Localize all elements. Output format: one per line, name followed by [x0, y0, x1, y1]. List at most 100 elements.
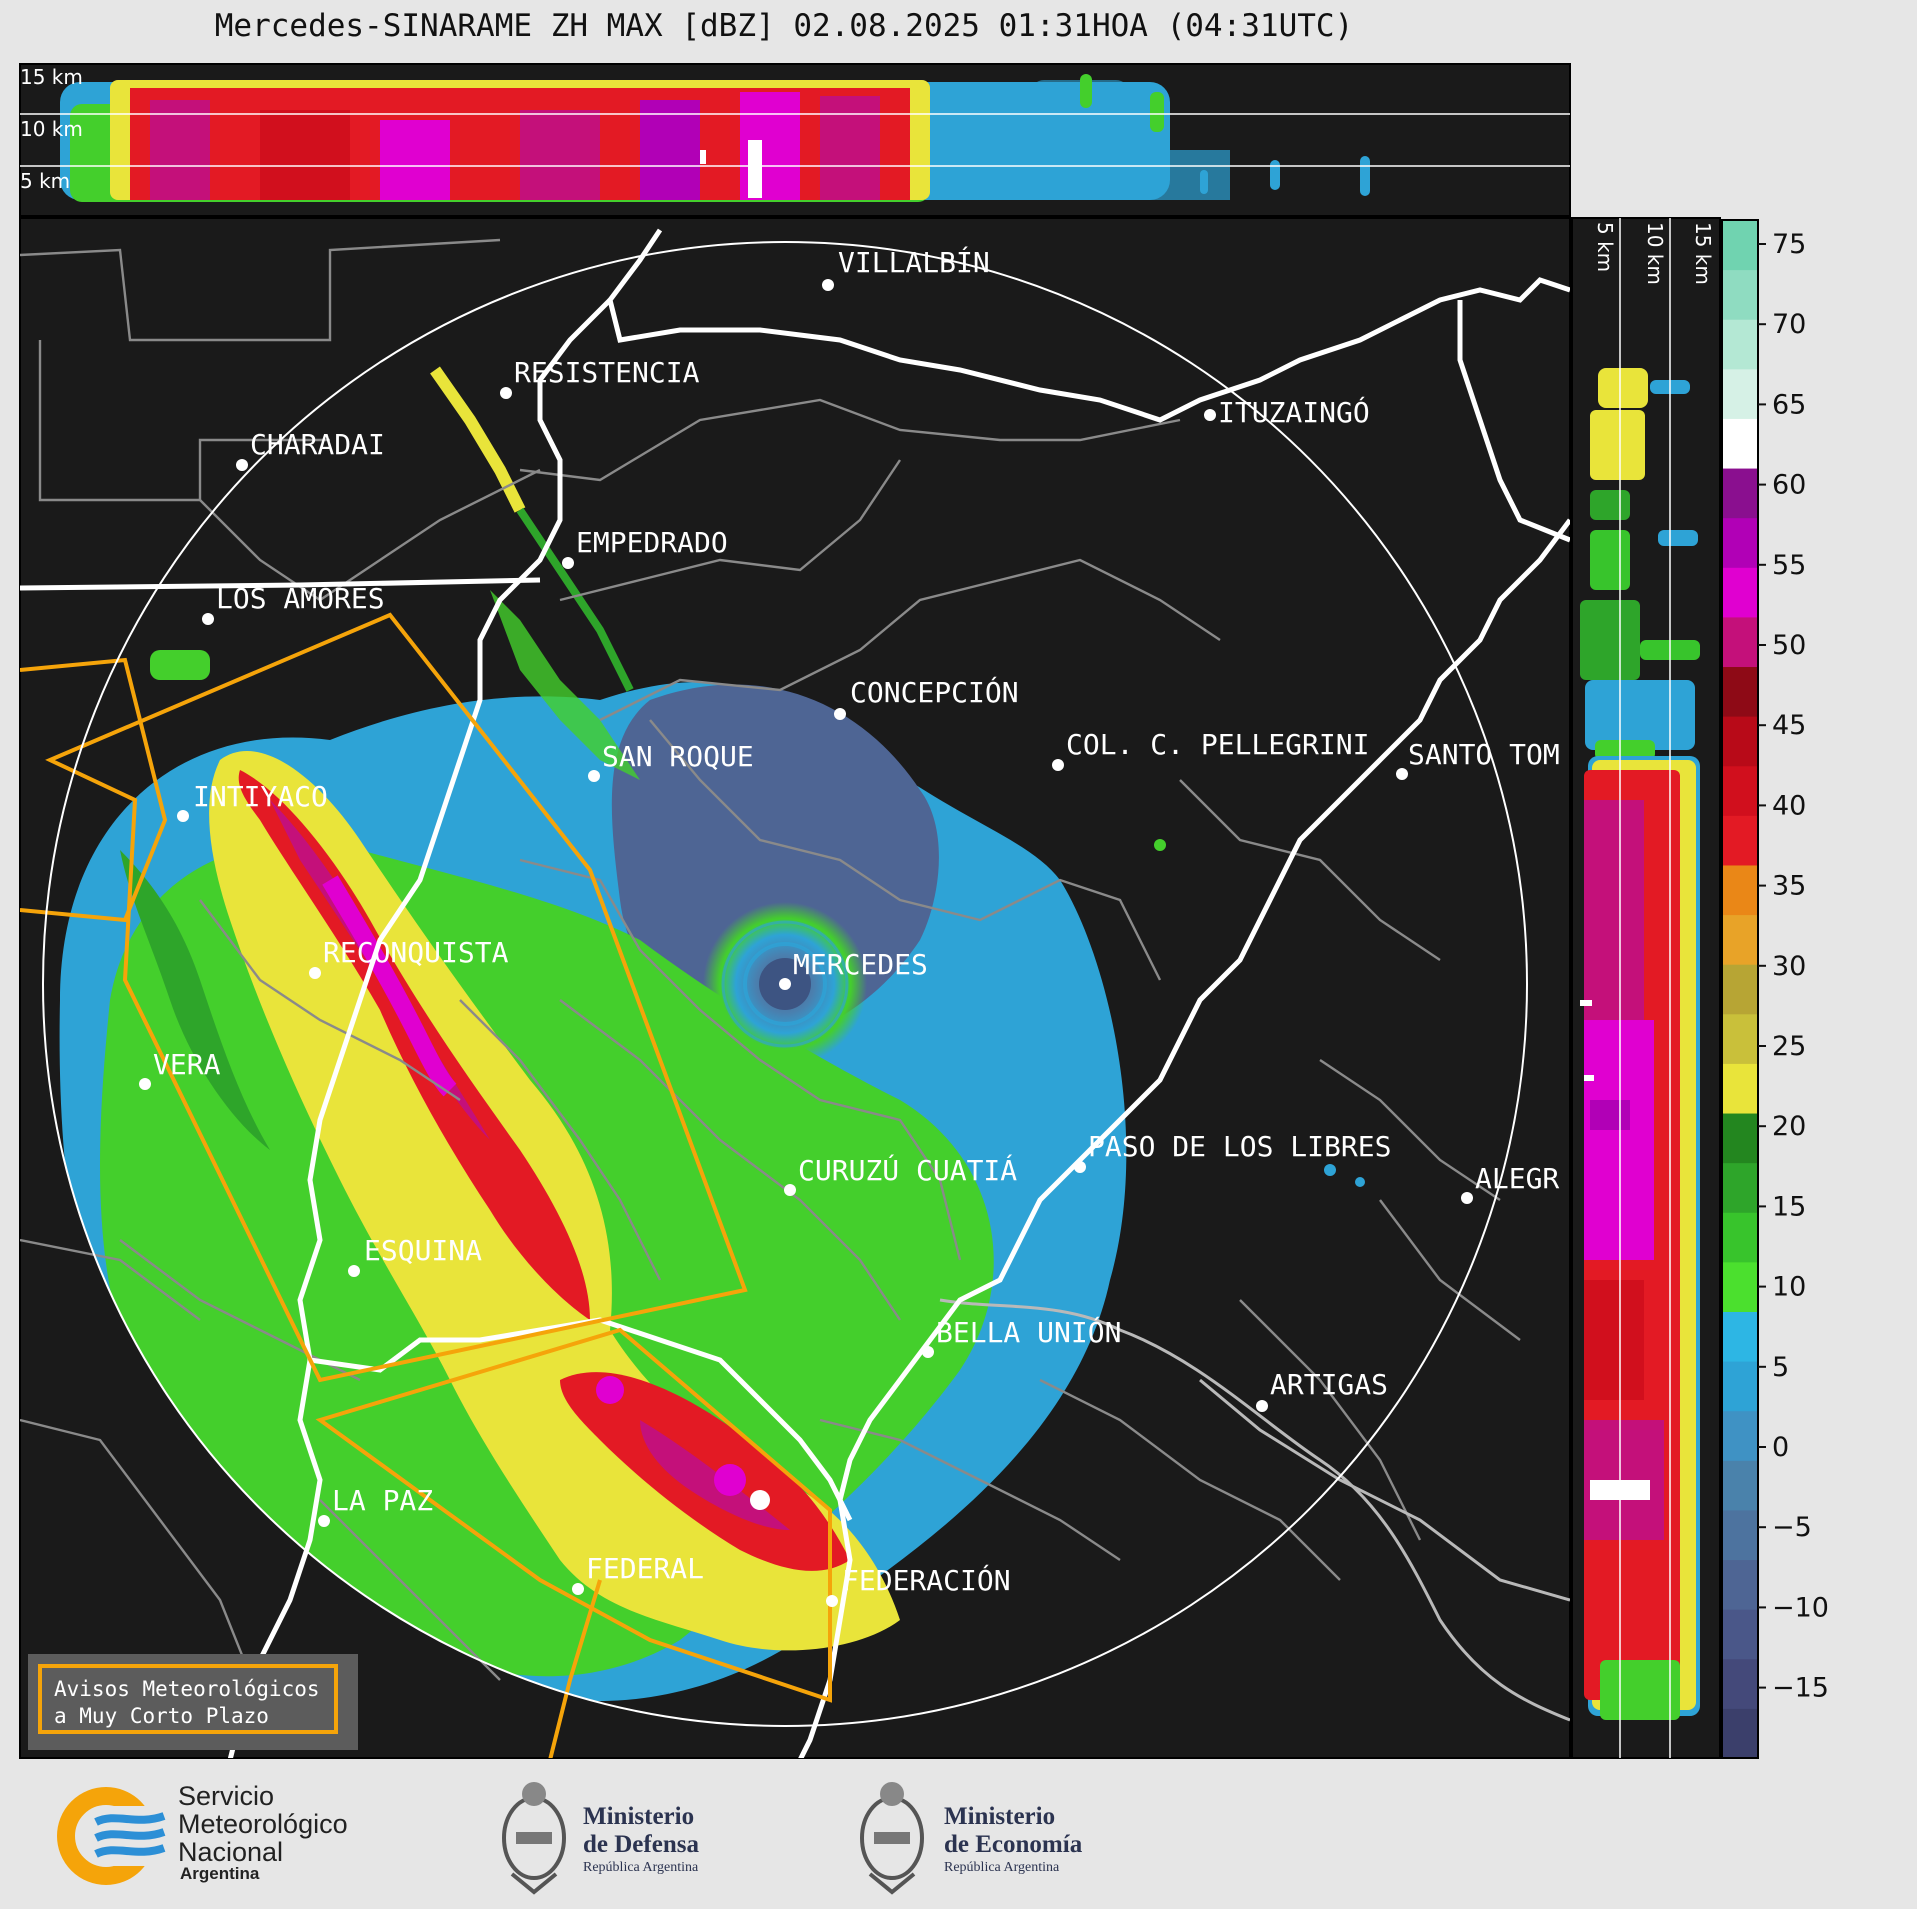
city-alegrete[interactable]: ALEGR	[1461, 1162, 1559, 1204]
svg-text:FEDERAL: FEDERAL	[586, 1552, 704, 1585]
warning-polygons[interactable]	[20, 612, 832, 1760]
colorbar-cell	[1722, 368, 1758, 419]
city-mercedes[interactable]: MERCEDES	[779, 948, 928, 990]
colorbar-tick-label: 15	[1772, 1191, 1806, 1222]
top-height-panel: 15 km 10 km 5 km	[19, 63, 1571, 217]
colorbar-cell	[1722, 1410, 1758, 1461]
colorbar-cell	[1722, 1509, 1758, 1561]
svg-text:SAN ROQUE: SAN ROQUE	[602, 740, 754, 773]
colorbar-cell	[1722, 1361, 1758, 1412]
city-santo-tome[interactable]: SANTO TOM	[1396, 738, 1560, 780]
svg-text:VILLALBÍN: VILLALBÍN	[838, 245, 990, 279]
svg-text:COL. C. PELLEGRINI: COL. C. PELLEGRINI	[1066, 728, 1369, 761]
svg-text:ESQUINA: ESQUINA	[364, 1234, 482, 1267]
svg-text:CONCEPCIÓN: CONCEPCIÓN	[850, 675, 1019, 709]
colorbar-cell	[1722, 269, 1758, 320]
colorbar-cell	[1722, 468, 1758, 519]
colorbar-tick-label: −5	[1772, 1512, 1812, 1543]
colorbar-cell	[1722, 1609, 1758, 1660]
side-height-label-5: 5 km	[1593, 222, 1617, 272]
svg-text:LOS AMORES: LOS AMORES	[216, 582, 385, 615]
side-height-panel: 5 km 10 km 15 km	[1571, 217, 1721, 1759]
svg-text:ALEGR: ALEGR	[1475, 1162, 1559, 1195]
economia-country: República Argentina	[944, 1860, 1060, 1875]
city-col-c-pellegrini[interactable]: COL. C. PELLEGRINI	[1052, 728, 1369, 771]
svg-text:LA PAZ: LA PAZ	[332, 1484, 433, 1517]
svg-text:ARTIGAS: ARTIGAS	[1270, 1368, 1388, 1401]
colorbar-cell	[1722, 1013, 1758, 1064]
colorbar-cell	[1722, 1311, 1758, 1362]
smn-line3: Nacional	[178, 1837, 284, 1867]
colorbar-cell	[1722, 567, 1758, 618]
svg-text:RECONQUISTA: RECONQUISTA	[323, 936, 509, 969]
colorbar-tick-label: 0	[1772, 1432, 1789, 1463]
colorbar-cell	[1722, 1063, 1758, 1114]
city-bella-union[interactable]: BELLA UNIÓN	[922, 1315, 1121, 1358]
city-villalbin[interactable]: VILLALBÍN	[822, 245, 990, 291]
map-title: Mercedes-SINARAME ZH MAX [dBZ] 02.08.202…	[214, 8, 1354, 44]
city-esquina[interactable]: ESQUINA	[348, 1234, 482, 1277]
city-intiyaco[interactable]: INTIYACO	[177, 780, 328, 822]
svg-text:FEDERACIÓN: FEDERACIÓN	[842, 1563, 1011, 1597]
colorbar-cell	[1722, 517, 1758, 568]
colorbar-tick-label: 5	[1772, 1352, 1789, 1383]
colorbar-tick-label: 70	[1772, 309, 1806, 340]
city-empedrado[interactable]: EMPEDRADO	[562, 526, 728, 569]
colorbar-cell	[1722, 220, 1758, 271]
defensa-coat-of-arms-icon	[502, 1782, 566, 1895]
colorbar-cell	[1722, 765, 1758, 816]
city-artigas[interactable]: ARTIGAS	[1256, 1368, 1388, 1412]
svg-text:RESISTENCIA: RESISTENCIA	[514, 356, 700, 389]
colorbar-cell	[1722, 815, 1758, 866]
economia-name: Ministerio de Economía	[944, 1803, 1082, 1859]
city-los-amores[interactable]: LOS AMORES	[202, 582, 385, 625]
top-height-label-5: 5 km	[20, 169, 70, 193]
radar-map[interactable]: VILLALBÍN RESISTENCIA CHARADAI ITUZAINGÓ…	[19, 217, 1571, 1760]
svg-text:MERCEDES: MERCEDES	[793, 948, 928, 981]
department-boundaries	[20, 238, 1521, 1701]
colorbar-tick-label: 40	[1772, 790, 1806, 821]
city-san-roque[interactable]: SAN ROQUE	[588, 740, 754, 782]
city-resistencia[interactable]: RESISTENCIA	[500, 356, 700, 399]
colorbar-cell	[1722, 1708, 1758, 1759]
colorbar-cell	[1722, 1460, 1758, 1511]
colorbar-tick-label: −15	[1772, 1673, 1829, 1704]
top-height-label-15: 15 km	[20, 65, 83, 89]
warning-legend[interactable]: Avisos Meteorológicos a Muy Corto Plazo	[38, 1664, 338, 1734]
svg-text:ITUZAINGÓ: ITUZAINGÓ	[1218, 395, 1370, 429]
colorbar-tick-label: 50	[1772, 630, 1806, 661]
reflectivity-field	[59, 590, 1127, 1702]
svg-text:PASO DE LOS LIBRES: PASO DE LOS LIBRES	[1088, 1130, 1391, 1163]
city-federacion[interactable]: FEDERACIÓN	[826, 1563, 1011, 1607]
colorbar-tick-label: 75	[1772, 229, 1806, 260]
warning-legend-background	[28, 1654, 358, 1750]
colorbar-cell	[1722, 864, 1758, 916]
defensa-line1: Ministerio	[583, 1803, 695, 1830]
svg-text:BELLA UNIÓN: BELLA UNIÓN	[936, 1315, 1121, 1349]
city-la-paz[interactable]: LA PAZ	[318, 1484, 433, 1527]
colorbar-tick-label: 20	[1772, 1111, 1806, 1142]
colorbar-tick-label: 30	[1772, 951, 1806, 982]
city-ituzaingo[interactable]: ITUZAINGÓ	[1204, 395, 1370, 429]
province-borders	[20, 228, 1570, 1758]
side-height-label-15: 15 km	[1691, 222, 1715, 285]
city-vera[interactable]: VERA	[139, 1048, 221, 1090]
colorbar-cell	[1722, 1212, 1758, 1263]
colorbar-tick-label: 55	[1772, 550, 1806, 581]
svg-text:CURUZÚ CUATIÁ: CURUZÚ CUATIÁ	[798, 1153, 1017, 1187]
city-concepcion[interactable]: CONCEPCIÓN	[834, 675, 1019, 720]
smn-line1: Servicio	[178, 1781, 275, 1811]
city-curuzu-cuatia[interactable]: CURUZÚ CUATIÁ	[784, 1153, 1017, 1196]
svg-text:EMPEDRADO: EMPEDRADO	[576, 526, 728, 559]
city-paso-de-los-libres[interactable]: PASO DE LOS LIBRES	[1074, 1130, 1391, 1173]
city-federal[interactable]: FEDERAL	[572, 1552, 704, 1595]
colorbar-tick-label: −10	[1772, 1592, 1829, 1623]
economia-line2: de Economía	[944, 1831, 1083, 1858]
svg-text:SANTO TOM: SANTO TOM	[1408, 738, 1560, 771]
svg-text:VERA: VERA	[153, 1048, 221, 1081]
colorbar-cell	[1722, 1261, 1758, 1312]
city-reconquista[interactable]: RECONQUISTA	[309, 936, 509, 979]
city-charadai[interactable]: CHARADAI	[236, 428, 385, 471]
smn-line2: Meteorológico	[178, 1809, 348, 1839]
